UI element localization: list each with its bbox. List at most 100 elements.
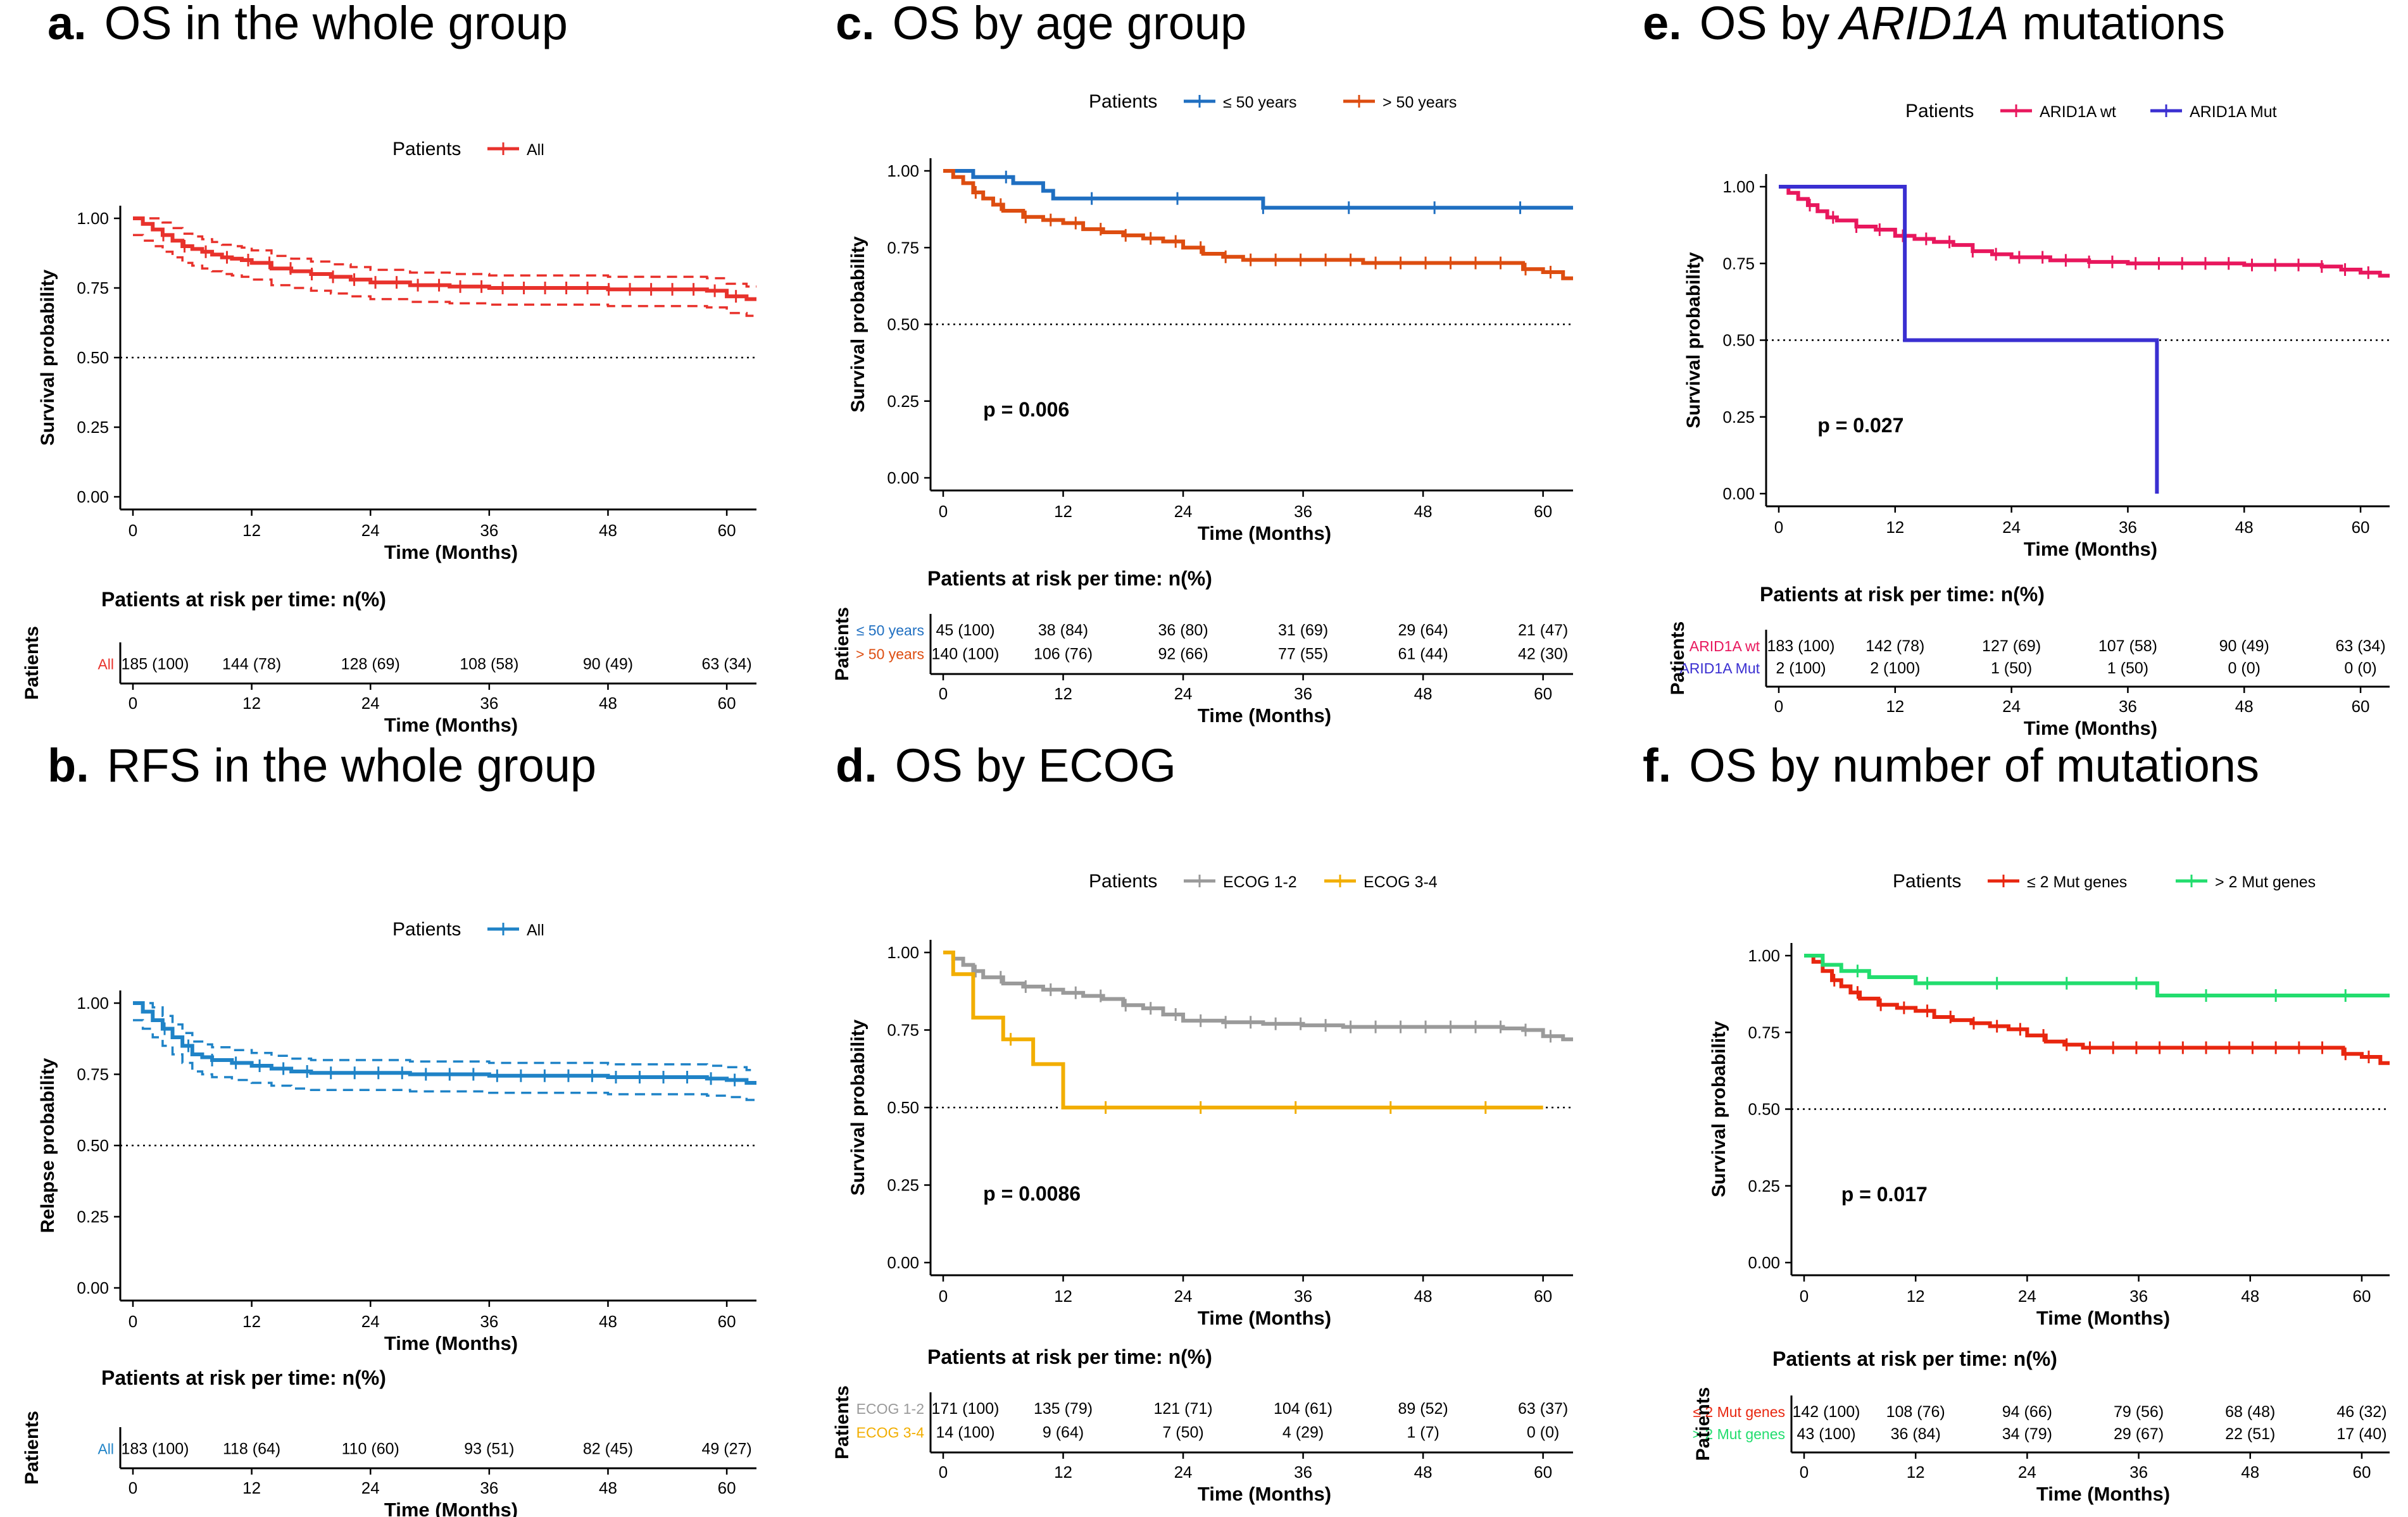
panel-title-f: f. OS by number of mutations [1643, 739, 2259, 792]
legend-entry: All [527, 141, 544, 159]
y-tick-label: 0.00 [1748, 1253, 1780, 1272]
risk-cell: 92 (66) [1158, 646, 1208, 663]
x-tick-label: 36 [2119, 518, 2137, 537]
risk-cell: 185 (100) [121, 656, 189, 673]
risk-x-tick-label: 60 [1534, 1463, 1552, 1482]
risk-cell: 45 (100) [936, 621, 994, 639]
risk-x-tick-label: 12 [1054, 1463, 1072, 1482]
risk-cell: 108 (76) [1886, 1403, 1945, 1421]
x-tick-label: 60 [2352, 518, 2370, 537]
x-tick-label: 12 [1907, 1287, 1925, 1306]
p-value: p = 0.017 [1841, 1183, 1928, 1206]
risk-cell: 63 (34) [2335, 637, 2385, 655]
x-tick-label: 12 [1054, 502, 1072, 521]
risk-cell: 61 (44) [1398, 646, 1448, 663]
legend-entry: ≤ 50 years [1223, 94, 1297, 111]
panel-letter-c: c. [836, 0, 875, 49]
risk-table-title: Patients at risk per time: n(%) [1760, 583, 2045, 606]
y-tick-label: 0.25 [887, 392, 919, 411]
x-tick-label: 60 [718, 1312, 736, 1331]
panel-b: b. RFS in the whole group Patients All 0.00 0… [22, 739, 756, 1517]
x-tick-label: 0 [129, 521, 137, 540]
y-axis-label: Survival probability [1709, 1021, 1729, 1197]
risk-cell: 63 (37) [1518, 1400, 1568, 1418]
y-tick-label: 0.25 [1748, 1177, 1780, 1195]
risk-cell: 142 (100) [1792, 1403, 1860, 1421]
y-tick-label: 1.00 [887, 161, 919, 180]
x-tick-label: 48 [2235, 518, 2254, 537]
risk-y-axis-label: Patients [1693, 1387, 1714, 1461]
risk-cell: 34 (79) [2002, 1425, 2052, 1443]
risk-cell: 135 (79) [1034, 1400, 1093, 1418]
risk-x-tick-label: 12 [1886, 697, 1904, 716]
survival-curve [943, 169, 1573, 210]
y-axis-label: Survival probability [848, 236, 869, 413]
x-tick-label: 0 [939, 1287, 948, 1306]
x-tick-label: 12 [242, 521, 261, 540]
risk-x-tick-label: 0 [1774, 697, 1783, 716]
y-tick-label: 0.75 [1722, 254, 1755, 273]
risk-row-label: > 50 years [856, 646, 924, 663]
risk-x-tick-label: 24 [361, 1478, 380, 1497]
legend-entry: ≤ 2 Mut genes [2027, 873, 2127, 891]
legend-entry: ARID1A wt [2040, 103, 2116, 121]
x-tick-label: 24 [361, 1312, 380, 1331]
risk-y-axis-label: Patients [832, 607, 853, 681]
confidence-upper [133, 217, 756, 288]
panel-title-text: RFS in the whole group [107, 739, 596, 792]
panel-title-text: OS in the whole group [104, 0, 568, 49]
legend-entry: ARID1A Mut [2190, 103, 2277, 121]
risk-x-tick-label: 0 [129, 694, 137, 713]
x-tick-label: 48 [599, 1312, 617, 1331]
survival-curve [943, 951, 1573, 1042]
risk-cell: 21 (47) [1518, 621, 1568, 639]
y-axis-label: Relapse probability [37, 1058, 58, 1233]
risk-x-axis-label: Time (Months) [2036, 1483, 2170, 1505]
legend-entry: All [527, 921, 544, 939]
risk-cell: 46 (32) [2336, 1403, 2386, 1421]
panel-title-text: OS by age group [893, 0, 1246, 49]
y-tick-label: 0.50 [77, 348, 109, 367]
risk-cell: 68 (48) [2225, 1403, 2275, 1421]
risk-y-axis-label: Patients [832, 1385, 853, 1459]
risk-cell: 1 (7) [1407, 1424, 1439, 1442]
risk-cell: 140 (100) [931, 646, 999, 663]
y-tick-label: 0.00 [1722, 484, 1755, 503]
x-tick-label: 0 [129, 1312, 137, 1331]
x-axis-label: Time (Months) [384, 1332, 518, 1354]
y-tick-label: 0.00 [887, 1253, 919, 1272]
y-axis-label: Survival probability [1683, 252, 1704, 428]
y-tick-label: 0.75 [887, 238, 919, 257]
panel-title-d: d. OS by ECOG [836, 739, 1176, 792]
risk-cell: 121 (71) [1153, 1400, 1212, 1418]
risk-x-tick-label: 36 [480, 1478, 498, 1497]
risk-table-title: Patients at risk per time: n(%) [101, 1366, 386, 1389]
risk-cell: 94 (66) [2002, 1403, 2052, 1421]
risk-cell: 31 (69) [1278, 621, 1328, 639]
risk-cell: 171 (100) [931, 1400, 999, 1418]
risk-x-tick-label: 60 [718, 1478, 736, 1497]
p-value: p = 0.0086 [983, 1182, 1081, 1205]
panel-title-text: OS by [1700, 0, 1830, 49]
y-tick-label: 0.75 [77, 278, 109, 297]
p-value: p = 0.006 [983, 398, 1069, 421]
y-tick-label: 0.50 [1722, 331, 1755, 350]
risk-x-tick-label: 0 [1800, 1463, 1809, 1482]
risk-cell: 22 (51) [2225, 1425, 2275, 1443]
panel-title-text: OS by number of mutations [1689, 739, 2259, 792]
x-axis-label: Time (Months) [1198, 1307, 1331, 1329]
risk-x-axis-label: Time (Months) [1198, 1483, 1331, 1505]
legend-entry: > 2 Mut genes [2215, 873, 2316, 891]
risk-cell: 1 (50) [1991, 659, 2032, 677]
risk-cell: 49 (27) [701, 1440, 751, 1458]
risk-cell: 110 (60) [342, 1440, 399, 1458]
y-tick-label: 0.25 [1722, 408, 1755, 427]
risk-cell: 77 (55) [1278, 646, 1328, 663]
risk-table-title: Patients at risk per time: n(%) [1772, 1347, 2057, 1370]
panel-c: c. OS by age group Patients ≤ 50 years > 50 … [832, 0, 1573, 727]
x-tick-label: 12 [1886, 518, 1904, 537]
confidence-upper [133, 1002, 756, 1071]
risk-cell: 106 (76) [1034, 646, 1093, 663]
risk-cell: 107 (58) [2098, 637, 2157, 655]
risk-row-label: All [97, 656, 114, 673]
